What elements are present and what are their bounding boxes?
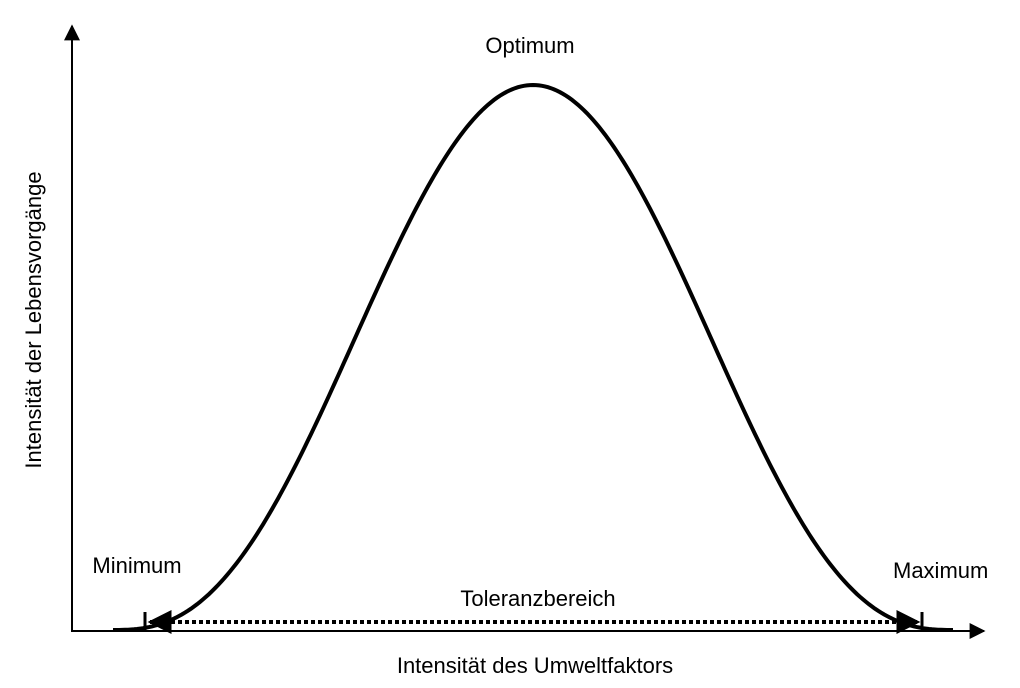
x-axis-label: Intensität des Umweltfaktors: [397, 653, 673, 678]
range-label: Toleranzbereich: [460, 586, 615, 611]
tolerance-curve: [113, 82, 953, 632]
maximum-label: Maximum: [893, 558, 988, 583]
optimum-label: Optimum: [485, 33, 574, 58]
minimum-label: Minimum: [92, 553, 181, 578]
y-axis-label: Intensität der Lebensvorgänge: [21, 171, 46, 468]
